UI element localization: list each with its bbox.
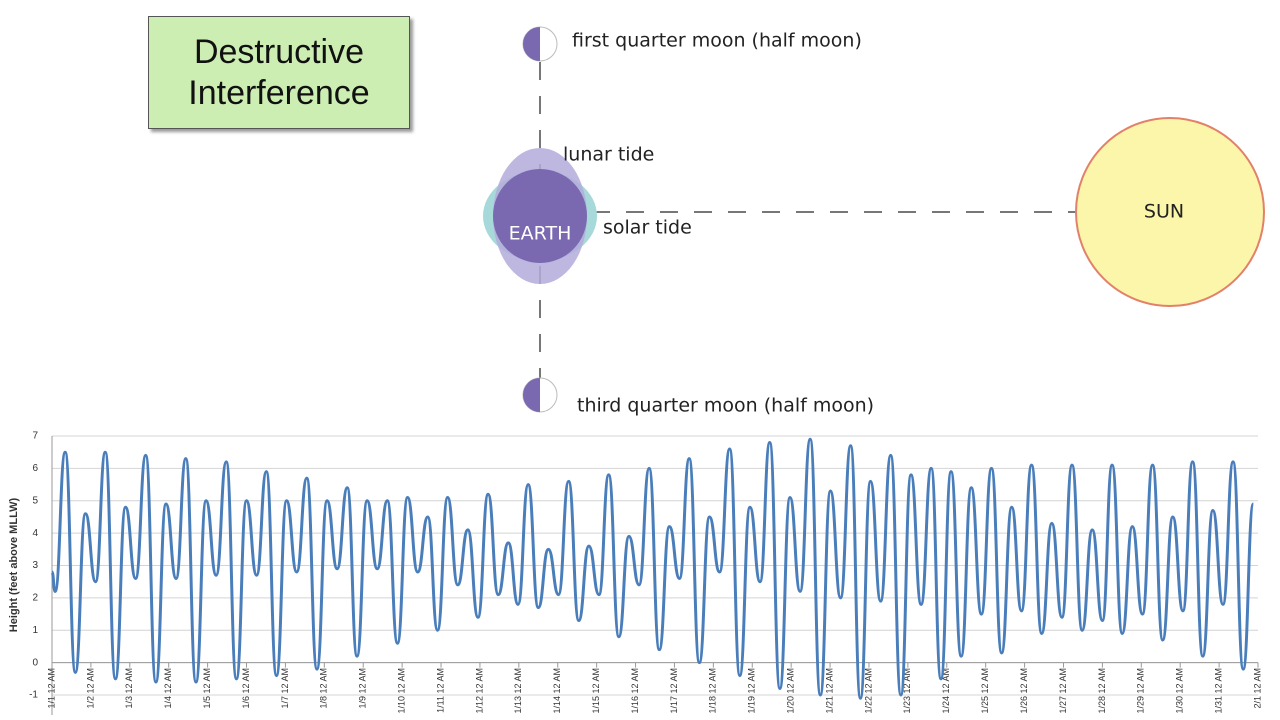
y-tick-label: 2 <box>32 593 38 604</box>
y-axis-label: Height (feet above MLLW) <box>8 497 20 632</box>
x-tick-label: 1/7 12 AM <box>280 668 290 709</box>
y-tick-label: 1 <box>32 625 38 636</box>
x-tick-label: 1/14 12 AM <box>552 668 562 714</box>
y-tick-label: 0 <box>32 657 38 668</box>
x-tick-label: 1/9 12 AM <box>358 668 368 709</box>
x-tick-label: 1/13 12 AM <box>513 668 523 714</box>
x-tick-label: 1/16 12 AM <box>630 668 640 714</box>
x-tick-label: 1/26 12 AM <box>1019 668 1029 714</box>
y-tick-label: -1 <box>29 690 38 701</box>
lunar-tide-label: lunar tide <box>563 144 654 166</box>
earth <box>493 169 587 263</box>
y-tick-label: 4 <box>32 528 38 539</box>
x-tick-label: 1/2 12 AM <box>85 668 95 709</box>
x-tick-label: 1/4 12 AM <box>163 668 173 709</box>
x-tick-label: 1/15 12 AM <box>591 668 601 714</box>
x-tick-label: 1/22 12 AM <box>863 668 873 714</box>
x-tick-label: 1/24 12 AM <box>941 668 951 714</box>
x-tick-label: 1/18 12 AM <box>708 668 718 714</box>
x-tick-label: 1/3 12 AM <box>124 668 134 709</box>
x-tick-label: 1/19 12 AM <box>747 668 757 714</box>
x-tick-label: 1/20 12 AM <box>786 668 796 714</box>
tide-chart: Height (feet above MLLW) -1 0 1 2 3 4 5 6 7 1/1 1… <box>8 431 1262 715</box>
sun-label: SUN <box>1144 201 1184 223</box>
y-tick-label: 5 <box>32 495 38 506</box>
x-tick-label: 1/8 12 AM <box>319 668 329 709</box>
x-tick-label: 1/10 12 AM <box>397 668 407 714</box>
x-tick-label: 1/5 12 AM <box>202 668 212 709</box>
x-tick-label: 2/1 12 AM <box>1252 668 1262 709</box>
x-tick-label: 1/11 12 AM <box>435 668 445 713</box>
y-tick-label: 7 <box>32 431 38 442</box>
y-tick-label: 6 <box>32 463 38 474</box>
third-quarter-label: third quarter moon (half moon) <box>577 395 874 417</box>
y-tick-label: 3 <box>32 560 38 571</box>
x-tick-label: 1/29 12 AM <box>1136 668 1146 714</box>
x-tick-label: 1/25 12 AM <box>980 668 990 714</box>
x-tick-label: 1/31 12 AM <box>1213 668 1223 714</box>
x-tick-label: 1/28 12 AM <box>1097 668 1107 714</box>
x-tick-label: 1/1 12 AM <box>46 668 56 709</box>
first-quarter-label: first quarter moon (half moon) <box>572 30 862 52</box>
title-box: Destructive Interference <box>148 16 410 129</box>
tide-line <box>50 437 1255 700</box>
first-quarter-moon-dark <box>523 27 540 61</box>
x-tick-label: 1/17 12 AM <box>669 668 679 714</box>
solar-tide-label: solar tide <box>603 217 692 239</box>
x-tick-label: 1/23 12 AM <box>902 668 912 714</box>
x-tick-label: 1/6 12 AM <box>241 668 251 709</box>
sun <box>1075 117 1265 307</box>
earth-label: EARTH <box>509 223 572 245</box>
x-tick-label: 1/21 12 AM <box>824 668 834 714</box>
third-quarter-moon-dark <box>523 378 540 412</box>
x-tick-label: 1/27 12 AM <box>1058 668 1068 714</box>
x-tick-label: 1/30 12 AM <box>1175 668 1185 714</box>
x-tick-label: 1/12 12 AM <box>474 668 484 714</box>
